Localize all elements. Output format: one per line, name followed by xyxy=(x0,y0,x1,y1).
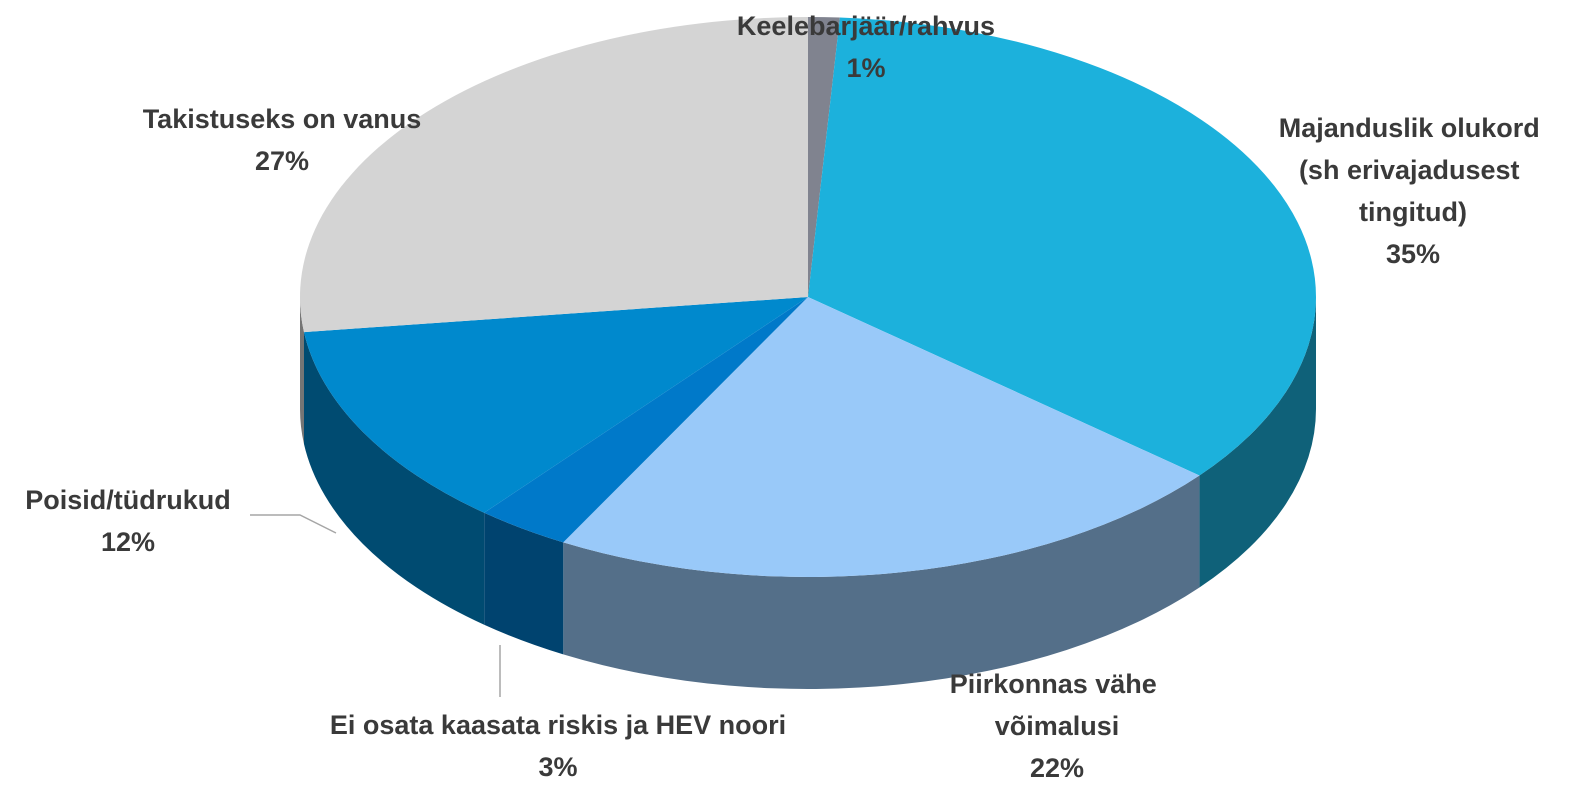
category-label: Poisid/tüdrukud xyxy=(25,485,231,515)
label-line: Piirkonnas vähe xyxy=(950,669,1165,699)
value-label: 1% xyxy=(846,53,885,83)
value-label: 35% xyxy=(1386,239,1440,269)
leader-line xyxy=(250,514,337,534)
pie-side xyxy=(300,297,305,445)
pie-slice xyxy=(304,297,808,513)
label-line: võimalusi xyxy=(995,711,1120,741)
pie-slice xyxy=(808,17,1317,476)
value-label: 22% xyxy=(1030,753,1084,783)
value-label: 27% xyxy=(255,146,309,176)
category-label: Piirkonnas vähe võimalusi xyxy=(950,669,1165,741)
value-label: 12% xyxy=(101,527,155,557)
category-label: Majanduslik olukord (sh erivajadusest ti… xyxy=(1279,113,1548,227)
pie-side xyxy=(1199,297,1316,588)
pie-side xyxy=(304,332,485,625)
category-label: Ei osata kaasata riskis ja HEV noori xyxy=(330,710,786,740)
category-label: Takistuseks on vanus xyxy=(143,104,422,134)
label-line: (sh erivajadusest xyxy=(1299,155,1527,185)
value-label: 3% xyxy=(538,752,577,782)
pie-slice xyxy=(808,17,840,297)
pie-side xyxy=(484,512,564,655)
category-label: Keelebarjäär/rahvus xyxy=(737,11,995,41)
pie-side xyxy=(563,475,1200,690)
pie-slice xyxy=(563,297,1200,578)
pie-slice xyxy=(299,17,808,333)
label-line: tingitud) xyxy=(1359,197,1467,227)
label-line: Majanduslik olukord xyxy=(1279,113,1548,143)
pie-slice xyxy=(484,297,808,543)
